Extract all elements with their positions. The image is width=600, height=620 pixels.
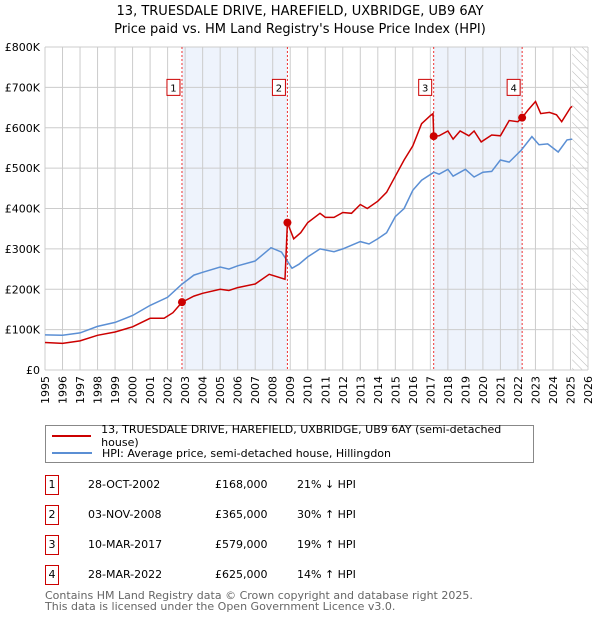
sale-point [283,218,292,227]
sale-price: £168,000 [215,478,268,491]
x-tick-label: 2009 [284,376,297,404]
chart-subtitle: Price paid vs. HM Land Registry's House … [114,22,486,37]
x-tick-label: 1999 [109,376,122,404]
y-tick-label: £200K [5,283,41,296]
y-tick-label: £700K [5,81,41,94]
sale-number: 3 [45,535,59,555]
sale-date: 10-MAR-2017 [88,538,163,551]
footer-copyright: Contains HM Land Registry data © Crown c… [45,589,473,602]
x-tick-label: 2023 [529,376,542,404]
x-tick-label: 1998 [92,376,105,404]
x-tick-label: 1995 [39,376,52,404]
y-tick-label: £300K [5,243,41,256]
x-tick-label: 2007 [249,376,262,404]
x-tick-label: 2001 [144,376,157,404]
sale-hpi-diff: 30% ↑ HPI [297,508,356,521]
sale-date: 28-MAR-2022 [88,568,163,581]
x-tick-label: 2005 [214,376,227,404]
x-tick-label: 2014 [372,376,385,404]
x-tick-label: 2004 [197,376,210,404]
sale-label-box [271,78,286,96]
y-tick-label: £100K [5,324,41,337]
sale-price: £365,000 [215,508,268,521]
y-tick-label: £400K [5,203,41,216]
x-tick-label: 2012 [337,376,350,404]
sale-label-box [166,78,181,96]
y-tick-label: £500K [5,162,41,175]
sale-number: 1 [45,475,59,495]
y-tick-label: £800K [5,41,41,54]
y-tick-label: £600K [5,122,41,135]
x-tick-label: 2008 [267,376,280,404]
sale-label: 3 [422,83,428,94]
x-tick-label: 2019 [459,376,472,404]
sale-number: 4 [45,565,59,585]
sale-label-box [506,78,521,96]
x-tick-label: 2020 [477,376,490,404]
sale-point [177,298,186,307]
footer-licence: This data is licensed under the Open Gov… [45,600,396,613]
legend-label-hpi: HPI: Average price, semi-detached house,… [102,446,391,460]
series-line [44,135,573,337]
x-tick-label: 2011 [319,376,332,404]
chart-title: 13, TRUESDALE DRIVE, HAREFIELD, UXBRIDGE… [116,4,484,19]
legend-swatch-property [52,435,92,437]
x-tick-label: 2016 [407,376,420,404]
sale-point [518,113,527,122]
x-tick-label: 1996 [57,376,70,404]
sale-label: 1 [170,83,176,94]
footer: Contains HM Land Registry data © Crown c… [45,590,473,612]
sale-hpi-diff: 14% ↑ HPI [297,568,356,581]
sale-hpi-diff: 19% ↑ HPI [297,538,356,551]
sale-date: 03-NOV-2008 [88,508,162,521]
sale-label: 4 [510,83,516,94]
legend-swatch-hpi [52,452,92,454]
x-tick-label: 2021 [494,376,507,404]
x-tick-label: 2013 [354,376,367,404]
x-tick-label: 2017 [424,376,437,404]
x-tick-label: 2000 [127,376,140,404]
sale-date: 28-OCT-2002 [88,478,161,491]
x-tick-label: 2018 [442,376,455,404]
sale-hpi-diff: 21% ↓ HPI [297,478,356,491]
sale-price: £579,000 [215,538,268,551]
sale-label: 2 [276,83,282,94]
x-tick-label: 2006 [232,376,245,404]
x-tick-label: 2003 [179,376,192,404]
legend-item-property: 13, TRUESDALE DRIVE, HAREFIELD, UXBRIDGE… [46,423,533,449]
x-tick-label: 1997 [74,376,87,404]
sale-label-box [418,78,433,96]
sale-point [429,132,438,141]
x-tick-label: 2010 [302,376,315,404]
y-tick-label: £0 [26,364,40,377]
x-tick-label: 2025 [564,376,577,404]
x-tick-label: 2026 [582,376,595,404]
legend: 13, TRUESDALE DRIVE, HAREFIELD, UXBRIDGE… [45,423,534,463]
sale-number: 2 [45,505,59,525]
legend-item-hpi: HPI: Average price, semi-detached house,… [46,445,391,461]
x-tick-label: 2022 [512,376,525,404]
legend-label-property: 13, TRUESDALE DRIVE, HAREFIELD, UXBRIDGE… [101,423,502,449]
x-tick-label: 2015 [389,376,402,404]
price-chart: 1995 1996 1997 1998 1999 2000 2001 2002 2003 2004… [5,41,595,404]
x-tick-label: 2002 [162,376,175,404]
x-tick-label: 2024 [547,376,560,404]
series-line [44,100,573,345]
sale-price: £625,000 [215,568,268,581]
